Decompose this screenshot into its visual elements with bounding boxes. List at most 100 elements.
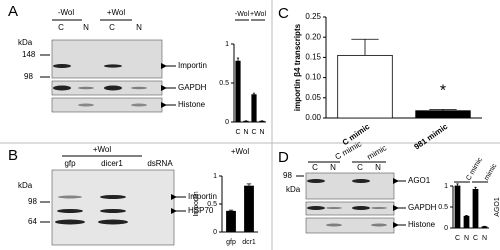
y-tick-label: 0.15 <box>305 53 321 62</box>
kda-label: kDa <box>18 38 33 47</box>
band <box>100 195 126 199</box>
blot <box>51 169 175 246</box>
y-tick-label: 0.05 <box>305 93 321 102</box>
bar <box>463 215 470 229</box>
band <box>104 64 122 68</box>
blot-strip <box>305 172 395 200</box>
x-tick-label: gfp <box>226 239 236 246</box>
y-tick-label: 0.10 <box>305 73 321 82</box>
lane-label: N <box>136 23 142 32</box>
group-label: +Wol <box>250 11 266 18</box>
treatment-label: +Wol <box>93 145 112 154</box>
y-tick-label: 0.25 <box>305 12 321 21</box>
x-tick-label: dcr1 <box>242 239 256 246</box>
lane-label: C <box>58 23 64 32</box>
chart-title: +Wol <box>231 147 250 156</box>
panel-letter: A <box>8 3 18 20</box>
error-bar <box>236 57 240 62</box>
y-tick-label: 0.5 <box>219 80 229 87</box>
y-tick-label: 0.5 <box>207 201 217 208</box>
blot-strip <box>51 39 163 79</box>
error-bar <box>474 186 477 190</box>
panel-letter: C <box>278 5 289 22</box>
error-bar <box>252 92 256 95</box>
x-tick-label: N <box>243 129 248 136</box>
band-label: Importin <box>188 192 217 201</box>
band <box>58 195 82 199</box>
band-label: AGO1 <box>408 176 431 185</box>
band-label: Histone <box>178 100 206 109</box>
group-label: -Wol <box>235 11 250 18</box>
lane-label: N <box>83 23 89 32</box>
bar <box>235 60 241 123</box>
x-tick-label: N <box>464 235 469 242</box>
bar <box>251 94 257 123</box>
bar <box>415 110 471 119</box>
x-tick-label: C <box>251 129 256 136</box>
band <box>57 209 83 213</box>
error-bar <box>246 183 252 187</box>
band-label: HSP70 <box>188 206 214 215</box>
group-label: mimic <box>483 162 498 182</box>
group-label: +Wol <box>107 8 126 17</box>
band-label: Importin <box>178 61 207 70</box>
lane-label: C <box>312 163 318 172</box>
x-tick-label: N <box>482 235 487 242</box>
error-bar <box>456 183 459 186</box>
x-tick-label: 981 mimic <box>412 122 449 152</box>
lane-label: N <box>330 163 336 172</box>
y-tick-label: 0 <box>213 229 217 236</box>
marker-label: 98 <box>283 171 292 180</box>
band-label: GAPDH <box>178 83 207 92</box>
y-tick-label: 1 <box>225 41 229 48</box>
bar <box>226 210 236 233</box>
error-bar <box>228 209 234 212</box>
bar <box>337 54 393 119</box>
lane-label: C <box>357 163 363 172</box>
group-label: mimic <box>366 143 389 161</box>
bar <box>243 120 249 123</box>
band <box>98 219 128 225</box>
lane-note: dsRNA <box>147 159 173 168</box>
bar <box>244 185 254 233</box>
band <box>100 209 126 213</box>
panel-letter: B <box>8 147 18 164</box>
kda-label: kDa <box>286 185 301 194</box>
lane-label: gfp <box>64 159 76 168</box>
x-tick-label: C <box>455 235 460 242</box>
x-tick-label: C <box>473 235 478 242</box>
band <box>371 223 387 227</box>
lane-label: dicer1 <box>101 159 123 168</box>
error-bar <box>465 215 468 217</box>
band <box>352 179 370 183</box>
band <box>352 206 370 210</box>
y-axis-label: AGO1 <box>494 197 500 217</box>
band <box>78 86 94 90</box>
band <box>326 207 342 209</box>
band <box>371 207 387 209</box>
lane-label: C <box>109 23 115 32</box>
lane-label: N <box>375 163 381 172</box>
y-axis-label: importin β4 transcripts <box>293 23 302 111</box>
y-tick-label: 1 <box>213 173 217 180</box>
bar <box>259 120 265 123</box>
x-tick-label: N <box>259 129 264 136</box>
band <box>78 103 94 107</box>
marker-label: 148 <box>22 50 36 59</box>
band <box>326 223 342 227</box>
annotation: * <box>440 83 446 100</box>
bar <box>481 226 488 229</box>
error-bar <box>351 38 379 56</box>
band <box>104 85 122 91</box>
band-label: Histone <box>408 220 436 229</box>
marker-label: 98 <box>24 72 33 81</box>
y-tick-label: 0.00 <box>305 113 321 122</box>
group-label: C mimic <box>465 156 484 182</box>
marker-label: 98 <box>28 197 37 206</box>
marker-label: 64 <box>28 217 37 226</box>
panel-letter: D <box>278 149 289 166</box>
y-tick-label: 0.5 <box>438 204 448 211</box>
band <box>131 103 147 107</box>
band <box>131 86 147 90</box>
